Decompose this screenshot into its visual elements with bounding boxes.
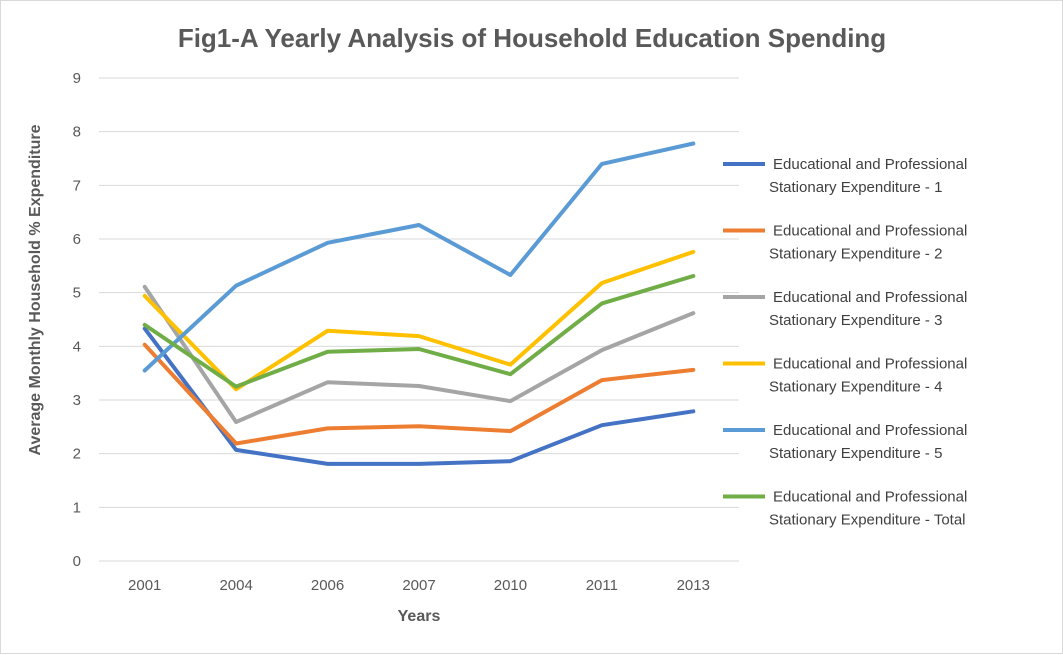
y-tick-label: 0 <box>73 553 81 570</box>
y-tick-label: 4 <box>73 338 81 355</box>
x-tick-label: 2010 <box>494 577 527 594</box>
x-tick-label: 2007 <box>402 577 435 594</box>
y-tick-label: 3 <box>73 392 81 409</box>
series-line <box>142 342 696 446</box>
y-tick-label: 6 <box>73 231 81 248</box>
x-tick-label: 2013 <box>677 577 710 594</box>
x-tick-label: 2006 <box>311 577 344 594</box>
legend-item: Educational and Professional Stationary E… <box>723 156 967 196</box>
legend: Educational and Professional Stationary E… <box>723 156 967 529</box>
y-tick-label: 9 <box>73 70 81 87</box>
legend-label: Educational and Professional <box>773 422 967 439</box>
legend-label: Stationary Expenditure - Total <box>769 512 966 529</box>
series-line <box>142 274 696 389</box>
series-line <box>142 141 696 373</box>
x-tick-label: 2001 <box>128 577 161 594</box>
legend-item: Educational and Professional Stationary E… <box>723 223 967 263</box>
y-tick-label: 8 <box>73 124 81 141</box>
y-tick-label: 5 <box>73 285 81 302</box>
y-tick-label: 1 <box>73 499 81 516</box>
chart-title: Fig1-A Yearly Analysis of Household Educ… <box>178 23 886 53</box>
legend-item: Educational and Professional Stationary E… <box>723 489 967 529</box>
legend-label: Educational and Professional <box>773 489 967 506</box>
legend-label: Stationary Expenditure - 3 <box>769 312 942 329</box>
legend-label: Educational and Professional <box>773 289 967 306</box>
legend-label: Stationary Expenditure - 4 <box>769 379 942 396</box>
legend-label: Stationary Expenditure - 5 <box>769 445 942 462</box>
gridlines <box>99 77 739 562</box>
x-tick-label: 2011 <box>586 577 618 594</box>
series-line <box>142 249 696 392</box>
series-line <box>142 326 696 466</box>
legend-label: Educational and Professional <box>773 223 967 240</box>
legend-label: Stationary Expenditure - 1 <box>769 179 942 196</box>
x-axis-ticks: 2001 2004 2006 2007 2010 2011 2013 <box>128 577 710 594</box>
y-axis-ticks: 0 1 2 3 4 5 6 7 8 9 <box>73 70 81 570</box>
legend-label: Educational and Professional <box>773 356 967 373</box>
legend-label: Stationary Expenditure - 2 <box>769 246 942 263</box>
legend-item: Educational and Professional Stationary E… <box>723 289 967 329</box>
series-line <box>142 284 696 424</box>
legend-label: Educational and Professional <box>773 156 967 173</box>
y-tick-label: 2 <box>73 446 81 463</box>
legend-item: Educational and Professional Stationary E… <box>723 356 967 396</box>
x-tick-label: 2004 <box>219 577 252 594</box>
y-axis-title: Average Monthly Household % Expenditure <box>27 124 44 455</box>
y-tick-label: 7 <box>73 177 81 194</box>
series-lines <box>142 141 696 466</box>
x-axis-title: Years <box>398 608 441 625</box>
legend-item: Educational and Professional Stationary E… <box>723 422 967 462</box>
